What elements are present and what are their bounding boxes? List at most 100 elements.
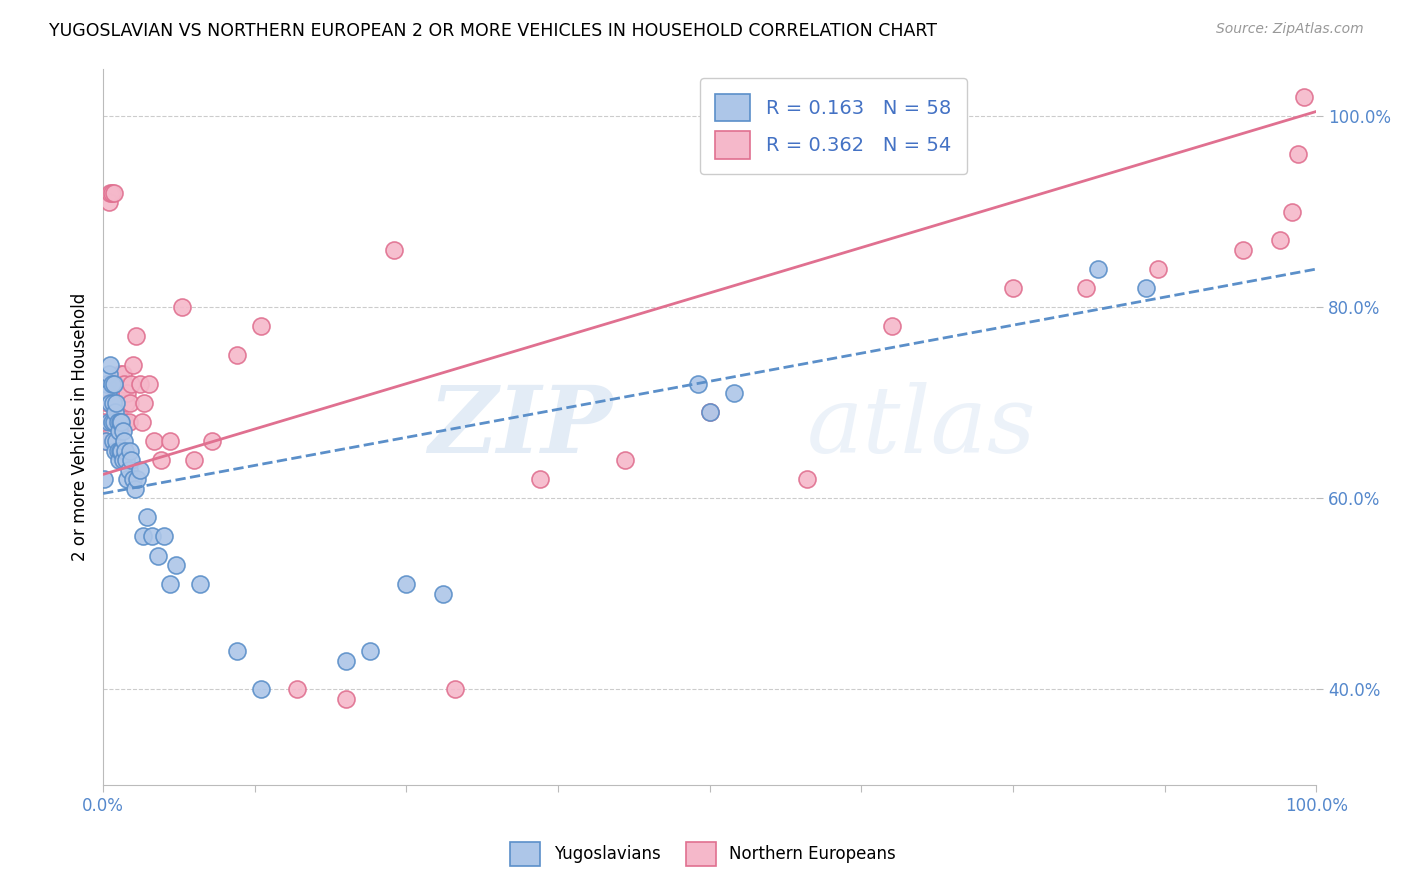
Point [699, 405, 721, 419]
Point [152, 529, 174, 543]
Point [135, 510, 157, 524]
Point [131, 415, 153, 429]
Point [124, 482, 146, 496]
Point [141, 529, 163, 543]
Point [98, 415, 121, 429]
Point [613, 453, 636, 467]
Point [150, 453, 173, 467]
Point [432, 587, 454, 601]
Point [1074, 281, 1097, 295]
Point [111, 425, 134, 439]
Point [117, 415, 139, 429]
Point [117, 386, 139, 401]
Point [103, 376, 125, 391]
Point [128, 462, 150, 476]
Point [225, 644, 247, 658]
Text: Source: ZipAtlas.com: Source: ZipAtlas.com [1216, 22, 1364, 37]
Text: atlas: atlas [807, 382, 1036, 472]
Point [100, 376, 122, 391]
Point [250, 319, 273, 334]
Point [122, 358, 145, 372]
Point [723, 386, 745, 401]
Point [699, 405, 721, 419]
Point [97, 396, 120, 410]
Point [94, 434, 117, 448]
Point [395, 577, 418, 591]
Point [1268, 234, 1291, 248]
Point [686, 376, 709, 391]
Point [117, 462, 139, 476]
Point [529, 472, 551, 486]
Point [114, 443, 136, 458]
Point [101, 396, 124, 410]
Point [112, 434, 135, 448]
Point [1147, 262, 1170, 277]
Point [250, 682, 273, 697]
Point [96, 376, 118, 391]
Point [97, 386, 120, 401]
Y-axis label: 2 or more Vehicles in Household: 2 or more Vehicles in Household [72, 293, 89, 561]
Point [146, 549, 169, 563]
Point [96, 376, 118, 391]
Point [120, 453, 142, 467]
Point [118, 443, 141, 458]
Point [111, 453, 134, 467]
Point [225, 348, 247, 362]
Point [1135, 281, 1157, 295]
Point [100, 186, 122, 200]
Point [382, 243, 405, 257]
Point [118, 396, 141, 410]
Point [138, 376, 160, 391]
Point [1001, 281, 1024, 295]
Point [104, 405, 127, 419]
Point [335, 691, 357, 706]
Point [115, 396, 138, 410]
Point [108, 376, 131, 391]
Point [114, 415, 136, 429]
Point [105, 415, 128, 429]
Point [100, 358, 122, 372]
Point [111, 367, 134, 381]
Point [100, 415, 122, 429]
Legend: R = 0.163   N = 58, R = 0.362   N = 54: R = 0.163 N = 58, R = 0.362 N = 54 [700, 78, 967, 174]
Point [159, 434, 181, 448]
Point [93, 472, 115, 486]
Point [120, 376, 142, 391]
Point [183, 453, 205, 467]
Point [107, 415, 129, 429]
Point [143, 434, 166, 448]
Point [110, 415, 132, 429]
Point [104, 396, 127, 410]
Point [1232, 243, 1254, 257]
Point [201, 434, 224, 448]
Point [359, 644, 381, 658]
Point [117, 472, 139, 486]
Point [108, 425, 131, 439]
Point [98, 195, 121, 210]
Point [104, 443, 127, 458]
Point [107, 443, 129, 458]
Point [127, 472, 149, 486]
Point [100, 396, 122, 410]
Point [1286, 147, 1309, 161]
Point [93, 415, 115, 429]
Point [112, 376, 135, 391]
Text: YUGOSLAVIAN VS NORTHERN EUROPEAN 2 OR MORE VEHICLES IN HOUSEHOLD CORRELATION CHA: YUGOSLAVIAN VS NORTHERN EUROPEAN 2 OR MO… [49, 22, 938, 40]
Point [115, 453, 138, 467]
Point [98, 367, 121, 381]
Point [101, 434, 124, 448]
Point [796, 472, 818, 486]
Text: ZIP: ZIP [429, 382, 613, 472]
Point [335, 654, 357, 668]
Point [103, 415, 125, 429]
Point [103, 186, 125, 200]
Point [107, 396, 129, 410]
Point [1281, 204, 1303, 219]
Point [1292, 90, 1315, 104]
Point [108, 367, 131, 381]
Point [105, 434, 128, 448]
Point [108, 453, 131, 467]
Point [132, 529, 155, 543]
Point [101, 434, 124, 448]
Point [125, 329, 148, 343]
